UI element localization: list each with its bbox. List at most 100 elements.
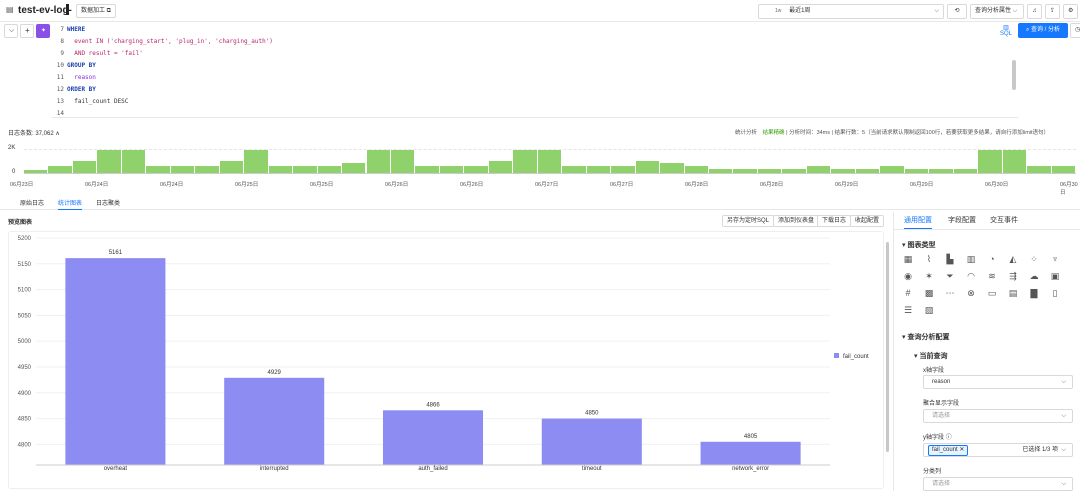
- time-range-select[interactable]: 1w 最近1周 ⌵: [758, 4, 944, 19]
- sql-editor[interactable]: 7 WHERE 8 event IN ('charging_start', 'plu…: [52, 22, 1018, 118]
- histogram-bar[interactable]: [293, 166, 318, 173]
- chart-type-progress-icon[interactable]: ▭: [987, 288, 997, 298]
- tab-field-config[interactable]: 字段配置: [948, 217, 976, 224]
- code-line[interactable]: 8 event IN ('charging_start', 'plug_in',…: [52, 36, 1018, 48]
- collapse-icon[interactable]: ⌵: [4, 24, 18, 38]
- chart-type-gauge-icon[interactable]: ◠: [967, 271, 975, 281]
- histogram-bar[interactable]: [1027, 166, 1052, 173]
- chart-type-table-icon[interactable]: ▦: [903, 254, 913, 264]
- chart-type-radar-icon[interactable]: ✶: [925, 271, 933, 281]
- data-process-button[interactable]: 数据加工 ⧉: [76, 4, 116, 18]
- code-line[interactable]: 13 fail_count DESC: [52, 96, 1018, 108]
- histogram-bar[interactable]: [733, 169, 758, 173]
- chart-bar[interactable]: [541, 418, 642, 465]
- histogram-bar[interactable]: [562, 166, 587, 173]
- y-field-select[interactable]: fail_count ✕ 已选择 1/3 项 ⌵: [923, 443, 1073, 457]
- histogram-bar[interactable]: [219, 160, 245, 173]
- histogram-bar[interactable]: [121, 150, 147, 173]
- timer-icon[interactable]: ◷: [1070, 23, 1080, 38]
- chart-type-funnel-icon[interactable]: ⏷: [946, 271, 954, 281]
- category-select[interactable]: 请选择 ⌵: [923, 477, 1073, 491]
- chart-type-heatmap-icon[interactable]: ▩: [924, 288, 934, 298]
- histogram-bar[interactable]: [757, 169, 783, 173]
- tab-log-cluster[interactable]: 日志聚类: [96, 201, 121, 207]
- y-field-tag[interactable]: fail_count ✕: [928, 445, 969, 456]
- histogram-bar[interactable]: [929, 169, 954, 173]
- tab-statistics[interactable]: 统计图表: [58, 198, 83, 210]
- chart-bar[interactable]: [700, 441, 801, 465]
- histogram-bar[interactable]: [513, 150, 538, 173]
- chart-type-boxplot-icon[interactable]: ▯: [1052, 288, 1058, 298]
- settings-icon[interactable]: ⚙: [1063, 4, 1078, 19]
- refresh-icon[interactable]: ⟲: [947, 4, 967, 19]
- legend-swatch[interactable]: [834, 353, 839, 358]
- histogram-bar[interactable]: [439, 166, 465, 173]
- histogram-bar[interactable]: [782, 169, 807, 173]
- histogram-bar[interactable]: [366, 150, 391, 173]
- query-attr-select[interactable]: 查询分析属性 ⌵: [970, 4, 1024, 19]
- histogram-bar[interactable]: [978, 150, 1003, 173]
- tab-interaction[interactable]: 交互事件: [990, 217, 1018, 224]
- histogram-bar[interactable]: [660, 163, 685, 173]
- histogram-bar[interactable]: [390, 150, 416, 173]
- histogram-bar[interactable]: [1051, 166, 1076, 173]
- add-icon[interactable]: +: [20, 24, 34, 38]
- chart-type-flow-icon[interactable]: ≋: [988, 271, 996, 281]
- chart-type-map-china-icon[interactable]: ♆: [1051, 254, 1059, 264]
- editor-scrollbar[interactable]: [1012, 60, 1016, 90]
- chart-type-line-icon[interactable]: ⌇: [926, 254, 932, 264]
- chart-type-pie-icon[interactable]: ◔: [989, 254, 995, 264]
- histogram-bar[interactable]: [97, 150, 122, 173]
- histogram-bar[interactable]: [464, 166, 489, 173]
- histogram-bar[interactable]: [268, 166, 294, 173]
- histogram-bar[interactable]: [611, 166, 636, 173]
- ai-assistant-icon[interactable]: ✦: [36, 24, 50, 38]
- histogram-bar[interactable]: [586, 166, 612, 173]
- histogram-bar[interactable]: [488, 160, 514, 173]
- chart-type-sankey-icon[interactable]: ⇶: [1009, 271, 1017, 281]
- code-line[interactable]: 14: [52, 108, 1018, 120]
- histogram-bar[interactable]: [1002, 150, 1028, 173]
- code-line[interactable]: 12 ORDER BY: [52, 84, 1018, 96]
- histogram-bar[interactable]: [855, 169, 881, 173]
- histogram-bar[interactable]: [953, 169, 979, 173]
- chart-type-word-cloud-icon[interactable]: ☁: [1029, 271, 1039, 281]
- x-field-select[interactable]: reason ⌵: [923, 375, 1073, 389]
- code-line[interactable]: 9 AND result = 'fail': [52, 48, 1018, 60]
- tab-raw-logs[interactable]: 原始日志: [20, 201, 45, 207]
- chart-type-histogram-icon[interactable]: ▇: [1030, 288, 1038, 298]
- chart-type-area-icon[interactable]: ◭: [1009, 254, 1017, 264]
- chart-bar[interactable]: [224, 377, 325, 465]
- chart-type-treemap-icon[interactable]: ▣: [1050, 271, 1060, 281]
- histogram-bar[interactable]: [146, 166, 171, 173]
- log-count[interactable]: 日志条数: 37,062 ∧: [8, 131, 60, 137]
- histogram-bar[interactable]: [537, 150, 563, 173]
- histogram-bar[interactable]: [24, 169, 49, 173]
- preview-scrollbar[interactable]: [886, 242, 889, 452]
- log-histogram[interactable]: 2K 0 06月23日 06月24日 06月24日 06月25日 06月25日 06月26…: [0, 126, 1080, 196]
- histogram-bar[interactable]: [342, 163, 367, 173]
- query-button[interactable]: ⌕ 查询 / 分析: [1018, 23, 1068, 38]
- histogram-bar[interactable]: [709, 169, 734, 173]
- histogram-bar[interactable]: [415, 166, 440, 173]
- chart-type-timeline-icon[interactable]: ⋯: [945, 288, 955, 298]
- chart-type-scatter-icon[interactable]: ⁘: [1030, 254, 1038, 264]
- chart-type-card-icon[interactable]: ▤: [1008, 288, 1018, 298]
- chart-type-map-world-icon[interactable]: ◉: [904, 271, 912, 281]
- histogram-bar[interactable]: [170, 166, 196, 173]
- chart-bar[interactable]: [382, 410, 484, 465]
- legend-label[interactable]: fail_count: [843, 354, 869, 360]
- histogram-bar[interactable]: [317, 166, 343, 173]
- chart-type-topology-icon[interactable]: ⊗: [967, 288, 975, 298]
- tab-general-config[interactable]: 通用配置: [904, 215, 932, 229]
- histogram-bar[interactable]: [195, 166, 220, 173]
- chart-type-rich-text-icon[interactable]: ▧: [924, 305, 934, 315]
- histogram-bar[interactable]: [904, 169, 930, 173]
- histogram-bar[interactable]: [684, 166, 709, 173]
- chart-type-text-icon[interactable]: ☰: [903, 305, 913, 315]
- histogram-bar[interactable]: [72, 160, 98, 173]
- chart-type-metric-icon[interactable]: #: [905, 288, 911, 298]
- collapse-config-button[interactable]: 收起配置: [850, 215, 885, 227]
- histogram-bar[interactable]: [806, 166, 832, 173]
- histogram-bar[interactable]: [244, 150, 269, 173]
